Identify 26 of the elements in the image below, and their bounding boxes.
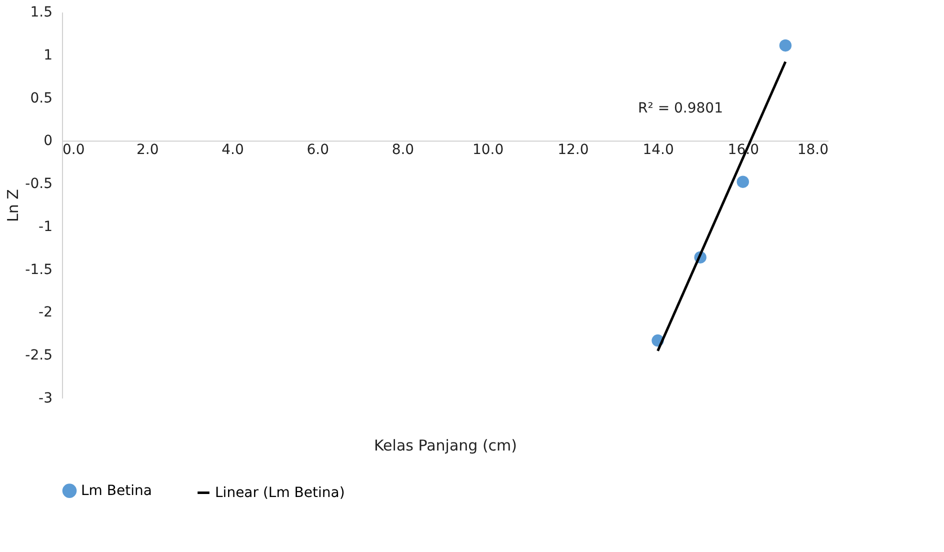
x-tick-label: 8.0 (392, 142, 414, 158)
x-tick-label: 0.0 (62, 142, 85, 158)
y-tick-label: -3 (38, 390, 52, 406)
y-tick-label: -2 (38, 304, 52, 321)
x-tick-label: 10.0 (472, 142, 504, 158)
y-tick-label: 1 (44, 47, 52, 64)
y-tick-label: -2.5 (25, 348, 52, 364)
y-tick-label: 1.5 (30, 4, 52, 20)
x-tick-label: 6.0 (306, 142, 329, 158)
x-tick-label: 12.0 (558, 142, 589, 158)
y-tick-label: 0.5 (30, 90, 52, 106)
y-axis-title: Ln Z (4, 189, 22, 222)
point (779, 39, 792, 52)
x-tick-label: 18.0 (797, 142, 828, 158)
y-tick-label: 0 (44, 133, 52, 150)
x-tick-label: 14.0 (642, 142, 674, 158)
x-tick-label: 2.0 (136, 142, 159, 158)
y-tick-label: -1 (38, 218, 52, 235)
legend-label: Linear (Lm Betina) (215, 484, 345, 501)
x-axis-title: Kelas Panjang (cm) (374, 436, 518, 454)
annotation: R² = 0.9801 (638, 100, 723, 116)
y-tick-label: -1.5 (25, 262, 52, 278)
legend-label: Lm Betina (81, 482, 152, 499)
point (736, 176, 750, 188)
x-tick-label: 4.0 (222, 142, 244, 158)
y-tick-label: -0.5 (25, 176, 52, 192)
